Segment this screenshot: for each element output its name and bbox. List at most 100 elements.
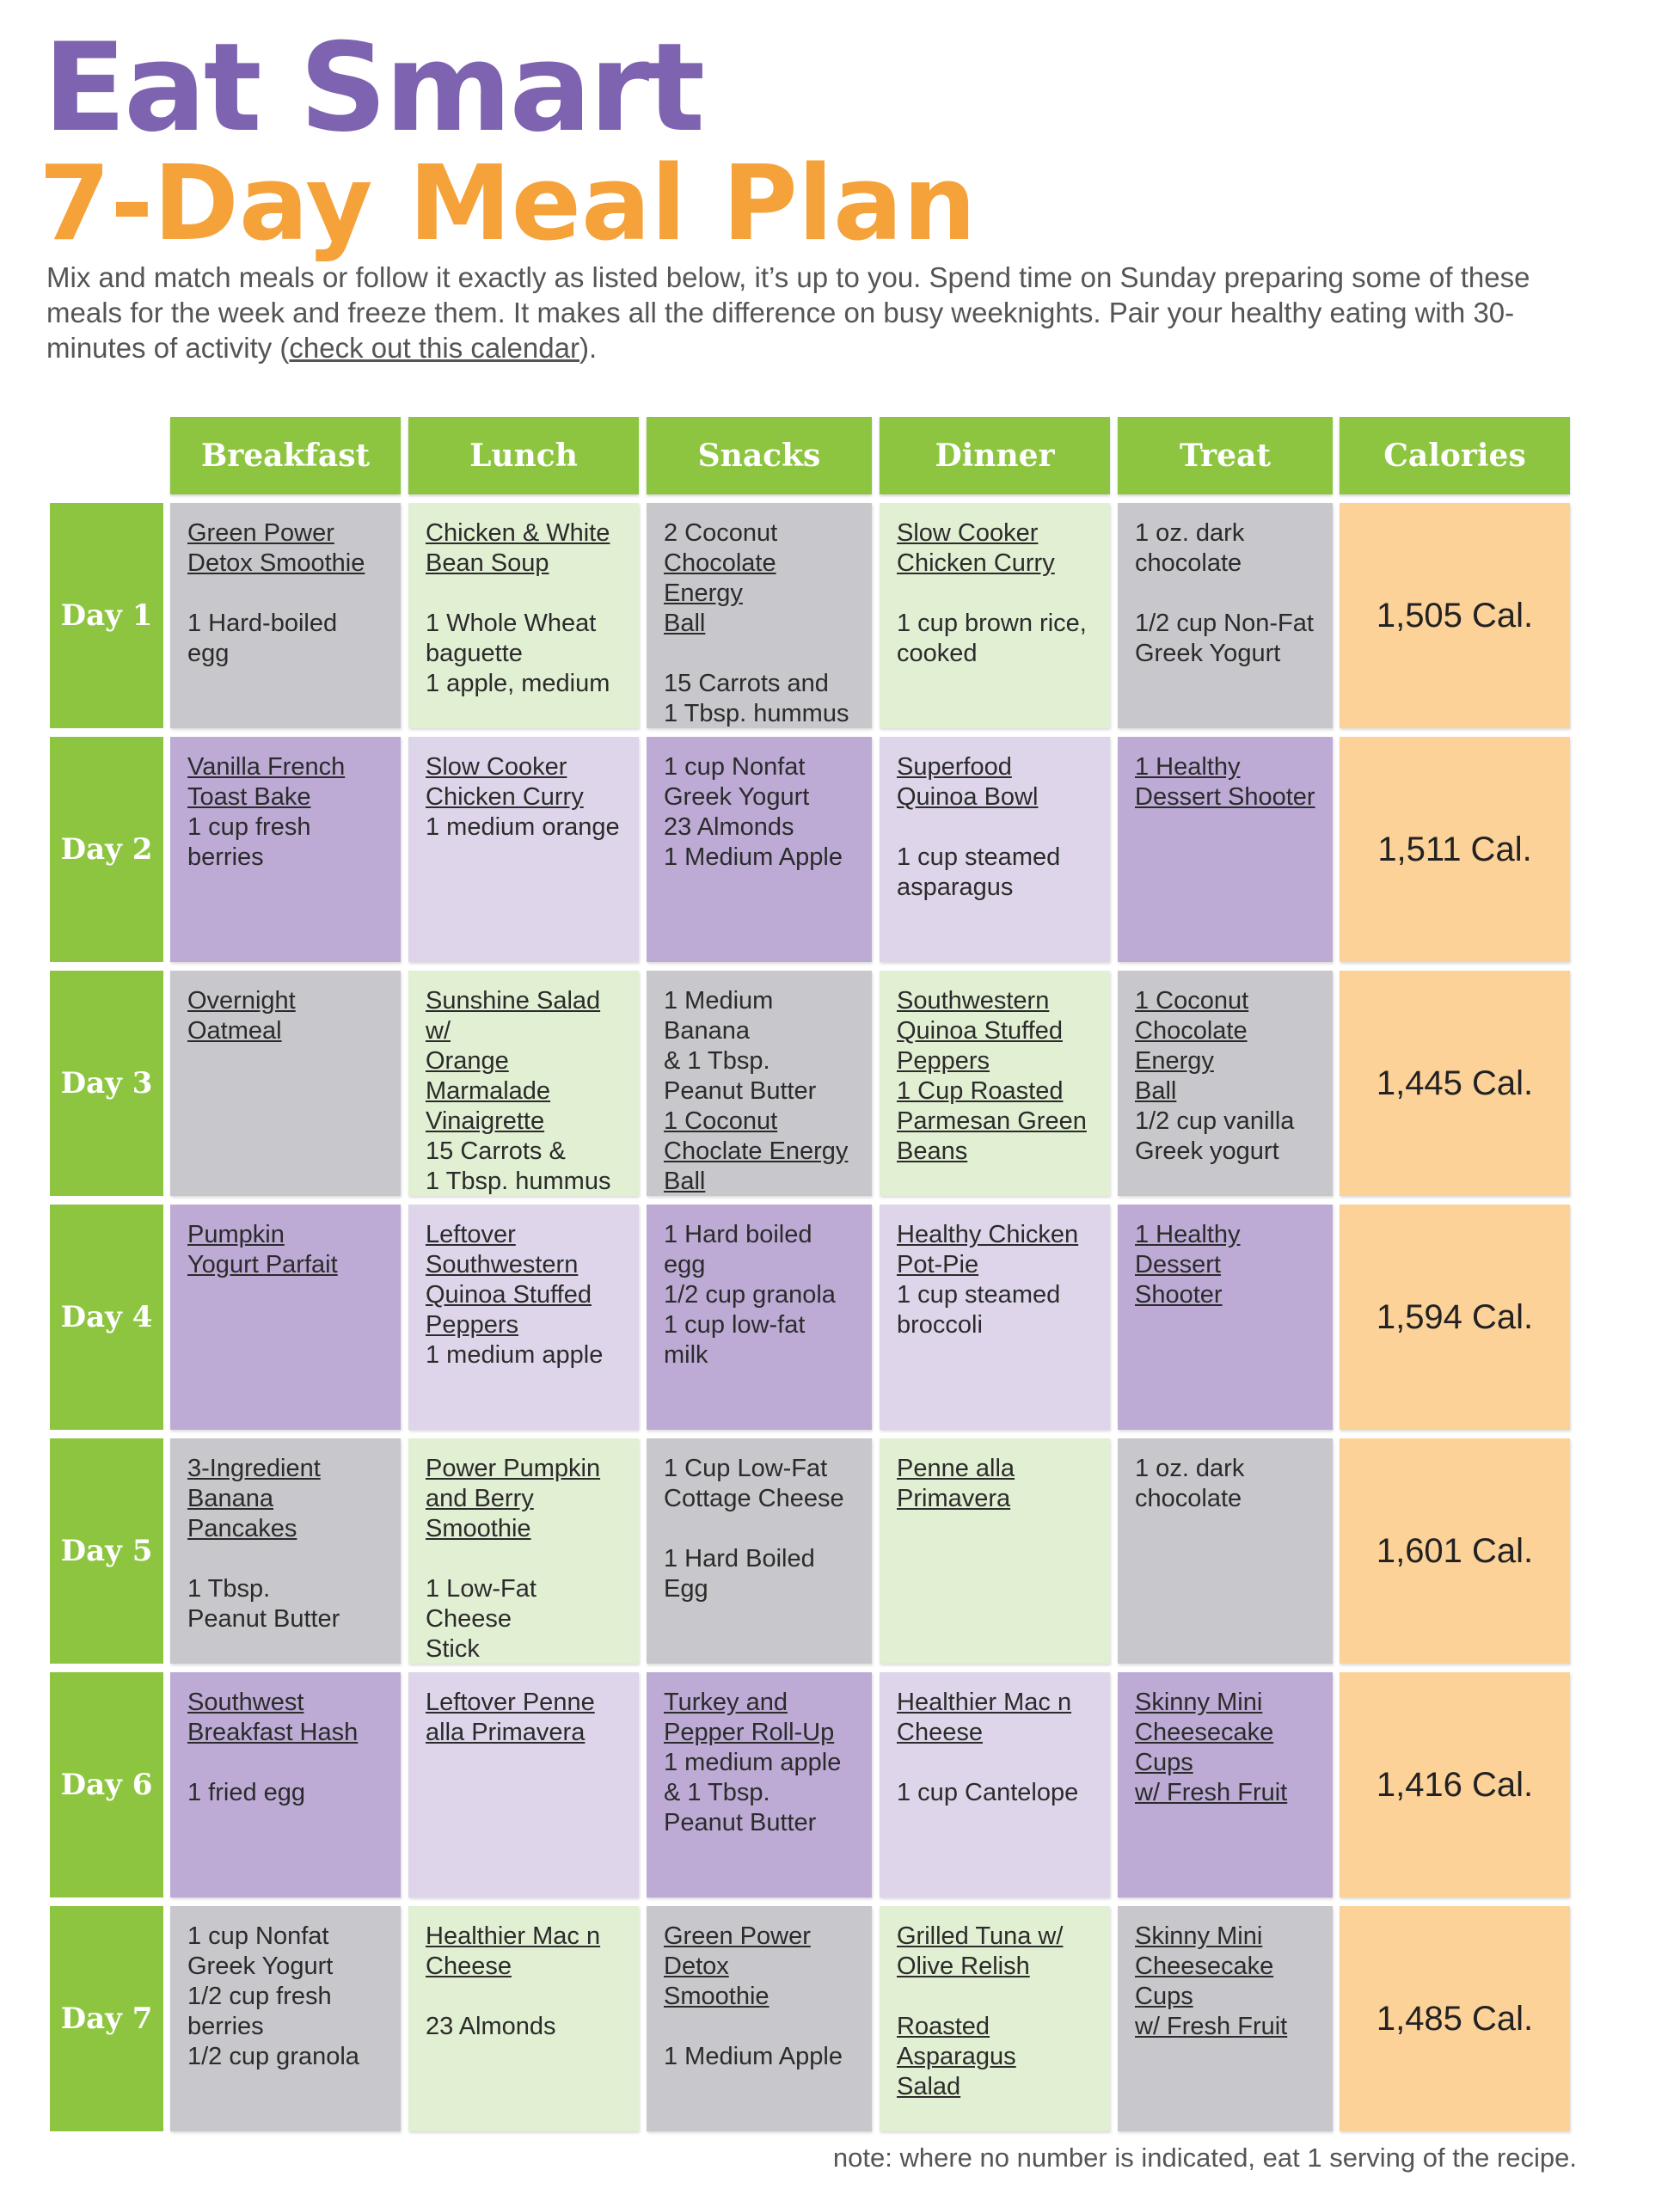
recipe-link[interactable]: Ball <box>664 1168 706 1195</box>
recipe-link[interactable]: Banana Pancakes <box>187 1485 297 1542</box>
recipe-link[interactable]: Slow Cooker <box>426 753 567 781</box>
recipe-link[interactable]: Cheesecake <box>1135 1953 1274 1980</box>
recipe-link[interactable]: Power Pumpkin <box>426 1455 601 1482</box>
recipe-link[interactable]: Ball <box>664 610 706 637</box>
recipe-link[interactable]: 1 Healthy <box>1135 1221 1241 1248</box>
title-eat-smart: Eat Smart <box>43 17 705 159</box>
recipe-link[interactable]: Choclate Energy <box>664 1137 849 1165</box>
meal-item: 1/2 cup fresh <box>187 1983 332 2010</box>
recipe-link[interactable]: Smoothie <box>426 1515 531 1542</box>
recipe-link[interactable]: Marmalade <box>426 1077 551 1105</box>
meal-item: 1/2 cup vanilla <box>1135 1107 1295 1135</box>
recipe-link[interactable]: 1 Coconut <box>664 1107 778 1135</box>
recipe-link[interactable]: Penne alla <box>897 1455 1015 1482</box>
recipe-link[interactable]: Southwestern <box>426 1251 579 1278</box>
recipe-link[interactable]: w/ Fresh Fruit <box>1135 2013 1288 2040</box>
meal-item: 2 Coconut <box>664 519 778 547</box>
cell-day5-dinner: Penne alla Primavera <box>880 1438 1110 1664</box>
calories-day-1: 1,505 Cal. <box>1340 503 1570 728</box>
recipe-link[interactable]: Leftover <box>426 1221 516 1248</box>
recipe-link[interactable]: Roasted Asparagus <box>897 2013 1016 2070</box>
recipe-link[interactable]: Quinoa Bowl <box>897 783 1039 811</box>
meal-item: berries <box>187 2013 264 2040</box>
recipe-link[interactable]: Cheesecake <box>1135 1719 1274 1746</box>
recipe-link[interactable]: Smoothie <box>664 1983 769 2010</box>
recipe-link[interactable]: Southwestern <box>897 987 1050 1015</box>
recipe-link[interactable]: Cups <box>1135 1983 1193 2010</box>
recipe-link[interactable]: Healthier Mac n <box>897 1689 1072 1716</box>
recipe-link[interactable]: Detox <box>664 1953 729 1980</box>
cell-day1-breakfast: Green Power Detox Smoothie 1 Hard-boiled eg… <box>170 503 401 728</box>
recipe-link[interactable]: Parmesan Green <box>897 1107 1087 1135</box>
recipe-link[interactable]: and Berry <box>426 1485 534 1512</box>
title-meal-plan: 7-Day Meal Plan <box>39 144 977 264</box>
recipe-link[interactable]: alla Primavera <box>426 1719 586 1746</box>
recipe-link[interactable]: Chicken & White <box>426 519 610 547</box>
intro-text-end: ). <box>579 332 598 364</box>
recipe-link[interactable]: Toast Bake <box>187 783 311 811</box>
calendar-link[interactable]: check out this calendar <box>289 332 579 364</box>
recipe-link[interactable]: Pepper Roll-Up <box>664 1719 835 1746</box>
meal-item: 1 Hard Boiled Egg <box>664 1545 815 1603</box>
intro-paragraph: Mix and match meals or follow it exactly… <box>46 260 1594 365</box>
recipe-link[interactable]: Cheese <box>426 1953 512 1980</box>
day-label-4: Day 4 <box>50 1205 163 1430</box>
recipe-link[interactable]: Orange <box>426 1047 509 1075</box>
recipe-link[interactable]: Beans <box>897 1137 968 1165</box>
recipe-link[interactable]: Healthier Mac n <box>426 1922 601 1950</box>
meal-item: 1 Tbsp. <box>187 1575 271 1603</box>
recipe-link[interactable]: Vinaigrette <box>426 1107 545 1135</box>
recipe-link[interactable]: Chicken Curry <box>426 783 584 811</box>
recipe-link[interactable]: Salad <box>897 2073 961 2100</box>
recipe-link[interactable]: Vanilla French <box>187 753 346 781</box>
recipe-link[interactable]: 1 Coconut <box>1135 987 1249 1015</box>
recipe-link[interactable]: Chicken Curry <box>897 549 1055 577</box>
recipe-link[interactable]: 3-Ingredient <box>187 1455 321 1482</box>
recipe-link[interactable]: Cups <box>1135 1749 1193 1776</box>
recipe-link[interactable]: Detox Smoothie <box>187 549 365 577</box>
recipe-link[interactable]: Ball <box>1135 1077 1177 1105</box>
recipe-link[interactable]: Green Power <box>187 519 334 547</box>
recipe-link[interactable]: Chocolate Energy <box>664 549 776 607</box>
recipe-link[interactable]: Grilled Tuna w/ <box>897 1922 1064 1950</box>
recipe-link[interactable]: Quinoa Stuffed <box>426 1281 592 1309</box>
meal-item: 1 medium apple <box>664 1749 842 1776</box>
recipe-link[interactable]: Leftover Penne <box>426 1689 595 1716</box>
meal-item: 1 cup steamed <box>897 1281 1061 1309</box>
recipe-link[interactable]: 1 Cup Roasted <box>897 1077 1064 1105</box>
recipe-link[interactable]: Peppers <box>426 1311 519 1339</box>
recipe-link[interactable]: Superfood <box>897 753 1012 781</box>
header-snacks: Snacks <box>647 417 872 494</box>
meal-item <box>187 1544 387 1574</box>
recipe-link[interactable]: Quinoa Stuffed <box>897 1017 1063 1045</box>
recipe-link[interactable]: Sunshine Salad w/ <box>426 987 601 1045</box>
recipe-link[interactable]: Primavera <box>897 1485 1011 1512</box>
recipe-link[interactable]: Skinny Mini <box>1135 1689 1263 1716</box>
recipe-link[interactable]: Dessert Shooter <box>1135 783 1315 811</box>
recipe-link[interactable]: Yogurt Parfait <box>187 1251 338 1278</box>
recipe-link[interactable]: Southwest <box>187 1689 304 1716</box>
meal-item: 1 Tbsp. hummus <box>426 1168 611 1195</box>
cell-day3-treat: 1 Coconut Chocolate Energy Ball 1/2 cup van… <box>1118 971 1333 1196</box>
recipe-link[interactable]: 1 Healthy <box>1135 753 1241 781</box>
recipe-link[interactable]: Breakfast Hash <box>187 1719 359 1746</box>
recipe-link[interactable]: Pot-Pie <box>897 1251 979 1278</box>
recipe-link[interactable]: Skinny Mini <box>1135 1922 1263 1950</box>
recipe-link[interactable]: w/ Fresh Fruit <box>1135 1779 1288 1806</box>
recipe-link[interactable]: Bean Soup <box>426 549 549 577</box>
recipe-link[interactable]: Green Power <box>664 1922 811 1950</box>
recipe-link[interactable]: Healthy Chicken <box>897 1221 1079 1248</box>
recipe-link[interactable]: Shooter <box>1135 1281 1223 1309</box>
recipe-link[interactable]: Peppers <box>897 1047 990 1075</box>
calories-day-3: 1,445 Cal. <box>1340 971 1570 1196</box>
recipe-link[interactable]: Overnight <box>187 987 296 1015</box>
recipe-link[interactable]: Slow Cooker <box>897 519 1039 547</box>
recipe-link[interactable]: Oatmeal <box>187 1017 282 1045</box>
recipe-link[interactable]: Pumpkin <box>187 1221 285 1248</box>
cell-day5-treat: 1 oz. dark chocolate <box>1118 1438 1333 1664</box>
recipe-link[interactable]: Dessert <box>1135 1251 1221 1278</box>
recipe-link[interactable]: Turkey and <box>664 1689 788 1716</box>
recipe-link[interactable]: Chocolate Energy <box>1135 1017 1248 1075</box>
recipe-link[interactable]: Olive Relish <box>897 1953 1030 1980</box>
recipe-link[interactable]: Cheese <box>897 1719 983 1746</box>
